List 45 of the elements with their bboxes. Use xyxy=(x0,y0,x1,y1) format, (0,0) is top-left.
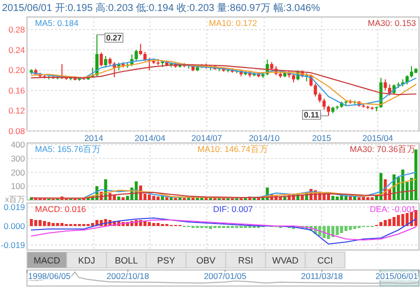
y-tick-label: 200 xyxy=(10,167,26,178)
text: MA5: 165.76百万 xyxy=(35,144,102,154)
text: PSY xyxy=(157,256,176,266)
text: MACD xyxy=(34,256,61,266)
y-tick-label: -0.019 xyxy=(0,240,26,250)
y-tick-label: 0.019 xyxy=(4,202,26,212)
series-label: DEA: -0.001 xyxy=(370,204,416,214)
x-tick-label: 2014/04 xyxy=(134,133,166,143)
y-tick-label: 0.24 xyxy=(8,44,26,55)
y-tick-label: 300 xyxy=(10,153,26,164)
x-tick-label: 2014/07 xyxy=(191,133,222,143)
y-tick-label: 100 xyxy=(10,181,26,192)
text: BOLL xyxy=(114,256,138,266)
x-tick-label: 2015/04 xyxy=(362,133,394,143)
text: MA30: 70.36百万 xyxy=(350,144,416,154)
chart-title: 2015/06/01 开:0.195 高:0.203 低:0.194 收:0.203 量:860.97万 幅:3.046% xyxy=(2,2,320,14)
x-tick-label: 2007/01/05 xyxy=(204,271,247,281)
text: CCI xyxy=(317,256,333,266)
text: WVAD xyxy=(272,256,300,266)
annotation: 0.27 xyxy=(106,34,122,43)
text: RSI xyxy=(238,256,254,266)
text: MA5: 0.184 xyxy=(35,18,79,28)
y-tick-label: 0.16 xyxy=(8,85,26,96)
x-tick-label: 2011/03/18 xyxy=(301,271,344,281)
y-tick-label: 400 xyxy=(10,140,26,150)
x-tick-label: 2015 xyxy=(312,133,332,143)
x-tick-label: 1998/06/05 xyxy=(28,271,71,281)
text: MA10: 146.74百万 xyxy=(198,144,268,154)
series-label: MACD: 0.016 xyxy=(35,204,86,214)
text: MA30: 0.153 xyxy=(368,18,416,28)
y-tick-label: 0.20 xyxy=(8,65,26,76)
x-tick-label: 2014/10 xyxy=(248,133,280,143)
x-tick-label: 2014 xyxy=(84,133,104,143)
y-tick-label: 0.28 xyxy=(8,24,26,35)
y-tick-label: 0.08 xyxy=(8,126,26,136)
x-tick-label: 2002/10/18 xyxy=(106,271,150,281)
y-tick-label: 0.000 xyxy=(4,221,26,231)
y-tick-label: 0.12 xyxy=(8,106,26,116)
series-label: DIF: 0.007 xyxy=(213,204,254,214)
x-tick-label: 2015/06/01 xyxy=(375,271,418,281)
text: OBV xyxy=(196,256,216,266)
text: MA10: 0.172 xyxy=(208,18,258,28)
y-axis-title: x百万 xyxy=(5,195,25,204)
annotation: 0.11 xyxy=(304,110,320,120)
text: KDJ xyxy=(78,256,96,266)
